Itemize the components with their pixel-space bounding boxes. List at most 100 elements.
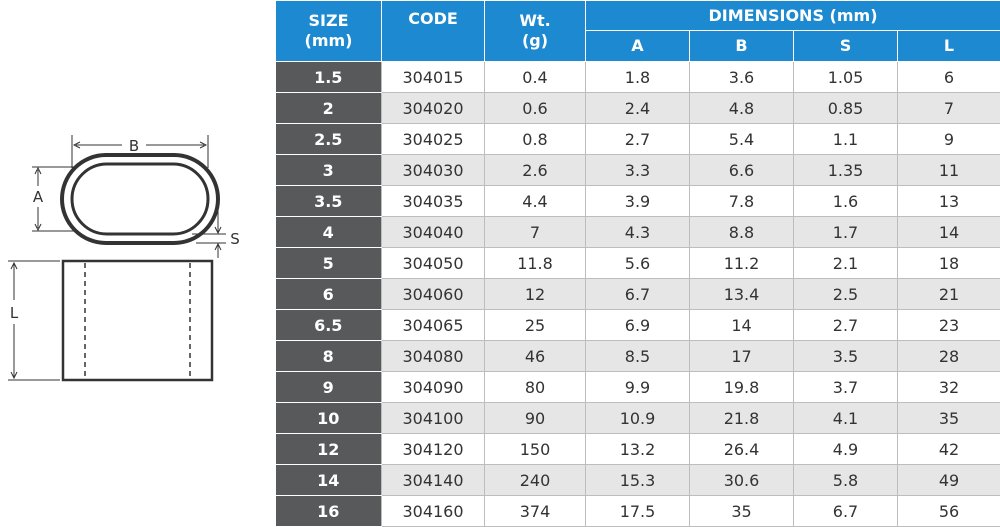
cell-dim-s: 4.1 (793, 402, 898, 434)
cell-dim-a: 3.9 (585, 185, 690, 217)
cell-dim-b: 21.8 (689, 402, 794, 434)
table-row: 9 304090 80 9.9 19.8 3.7 32 (275, 371, 1000, 403)
table-row: 5 304050 11.8 5.6 11.2 2.1 18 (275, 247, 1000, 279)
cell-code: 304035 (381, 185, 485, 217)
cell-dim-l: 11 (896, 154, 1000, 186)
table-row: 14 304140 240 15.3 30.6 5.8 49 (275, 464, 1000, 496)
table-row: 4 304040 7 4.3 8.8 1.7 14 (275, 216, 1000, 248)
cell-dim-a: 5.6 (585, 247, 690, 279)
cell-dim-a: 17.5 (585, 495, 690, 527)
ferrule-drawing: B A S (8, 135, 240, 382)
cell-dim-b: 26.4 (689, 433, 794, 465)
table-row: 2 304020 0.6 2.4 4.8 0.85 7 (275, 92, 1000, 124)
cell-size: 3.5 (275, 185, 382, 217)
header-dim-a: A (585, 30, 690, 62)
cell-dim-b: 7.8 (689, 185, 794, 217)
cell-code: 304120 (381, 433, 485, 465)
cell-code: 304020 (381, 92, 485, 124)
header-dim-l: L (896, 30, 1000, 62)
cell-dim-s: 3.7 (793, 371, 898, 403)
cell-dim-s: 1.35 (793, 154, 898, 186)
cell-dim-b: 3.6 (689, 61, 794, 93)
table-row: 10 304100 90 10.9 21.8 4.1 35 (275, 402, 1000, 434)
cell-size: 14 (275, 464, 382, 496)
dimension-a-label: A (33, 188, 44, 206)
dimension-b-label: B (129, 137, 139, 155)
cell-dim-a: 10.9 (585, 402, 690, 434)
cell-weight: 12 (484, 278, 586, 310)
cell-dim-a: 2.7 (585, 123, 690, 155)
dimension-l (8, 260, 60, 381)
cell-code: 304065 (381, 309, 485, 341)
table-row: 8 304080 46 8.5 17 3.5 28 (275, 340, 1000, 372)
cell-dim-b: 35 (689, 495, 794, 527)
cell-dim-l: 21 (896, 278, 1000, 310)
header-code: CODE (381, 0, 485, 62)
table-row: 1.5 304015 0.4 1.8 3.6 1.05 6 (275, 61, 1000, 93)
cell-dim-s: 1.1 (793, 123, 898, 155)
cell-size: 12 (275, 433, 382, 465)
table-row: 6.5 304065 25 6.9 14 2.7 23 (275, 309, 1000, 341)
cell-size: 4 (275, 216, 382, 248)
cell-dim-s: 2.1 (793, 247, 898, 279)
cell-dim-l: 9 (896, 123, 1000, 155)
cell-dim-b: 4.8 (689, 92, 794, 124)
cell-dim-s: 6.7 (793, 495, 898, 527)
side-view (61, 259, 214, 382)
cell-dim-a: 13.2 (585, 433, 690, 465)
cell-weight: 374 (484, 495, 586, 527)
cell-dim-b: 6.6 (689, 154, 794, 186)
cell-weight: 11.8 (484, 247, 586, 279)
cell-size: 1.5 (275, 61, 382, 93)
oval-top-view (60, 153, 220, 245)
cell-size: 6 (275, 278, 382, 310)
dimension-s (192, 203, 226, 258)
cell-code: 304140 (381, 464, 485, 496)
ferrule-spec-table: SIZE (mm) CODE Wt. (g) DIMENSIONS (mm) A… (275, 0, 1000, 527)
header-weight: Wt. (g) (484, 0, 586, 62)
dimension-a (32, 166, 74, 232)
table-row: 12 304120 150 13.2 26.4 4.9 42 (275, 433, 1000, 465)
cell-dim-l: 14 (896, 216, 1000, 248)
cell-dim-a: 4.3 (585, 216, 690, 248)
cell-dim-s: 1.05 (793, 61, 898, 93)
cell-dim-a: 3.3 (585, 154, 690, 186)
cell-dim-s: 4.9 (793, 433, 898, 465)
cell-dim-b: 19.8 (689, 371, 794, 403)
cell-dim-l: 6 (896, 61, 1000, 93)
cell-dim-b: 17 (689, 340, 794, 372)
cell-dim-l: 23 (896, 309, 1000, 341)
header-dim-b: B (689, 30, 794, 62)
cell-weight: 4.4 (484, 185, 586, 217)
cell-code: 304080 (381, 340, 485, 372)
cell-code: 304060 (381, 278, 485, 310)
cell-code: 304090 (381, 371, 485, 403)
cell-dim-s: 0.85 (793, 92, 898, 124)
cell-weight: 46 (484, 340, 586, 372)
dimension-b (71, 135, 209, 168)
cell-size: 3 (275, 154, 382, 186)
cell-size: 5 (275, 247, 382, 279)
cell-dim-s: 1.7 (793, 216, 898, 248)
table-row: 2.5 304025 0.8 2.7 5.4 1.1 9 (275, 123, 1000, 155)
cell-dim-a: 6.9 (585, 309, 690, 341)
cell-dim-l: 28 (896, 340, 1000, 372)
table-row: 3.5 304035 4.4 3.9 7.8 1.6 13 (275, 185, 1000, 217)
cell-dim-b: 8.8 (689, 216, 794, 248)
cell-code: 304015 (381, 61, 485, 93)
cell-dim-l: 42 (896, 433, 1000, 465)
cell-weight: 0.8 (484, 123, 586, 155)
cell-dim-a: 6.7 (585, 278, 690, 310)
cell-dim-a: 2.4 (585, 92, 690, 124)
cell-dim-b: 14 (689, 309, 794, 341)
dimension-s-label: S (230, 230, 240, 248)
cell-dim-s: 2.5 (793, 278, 898, 310)
cell-size: 16 (275, 495, 382, 527)
cell-dim-l: 49 (896, 464, 1000, 496)
cell-dim-l: 56 (896, 495, 1000, 527)
table-row: 6 304060 12 6.7 13.4 2.5 21 (275, 278, 1000, 310)
header-size: SIZE (mm) (275, 0, 382, 62)
header-dim-s: S (793, 30, 898, 62)
cell-code: 304100 (381, 402, 485, 434)
cell-size: 2 (275, 92, 382, 124)
